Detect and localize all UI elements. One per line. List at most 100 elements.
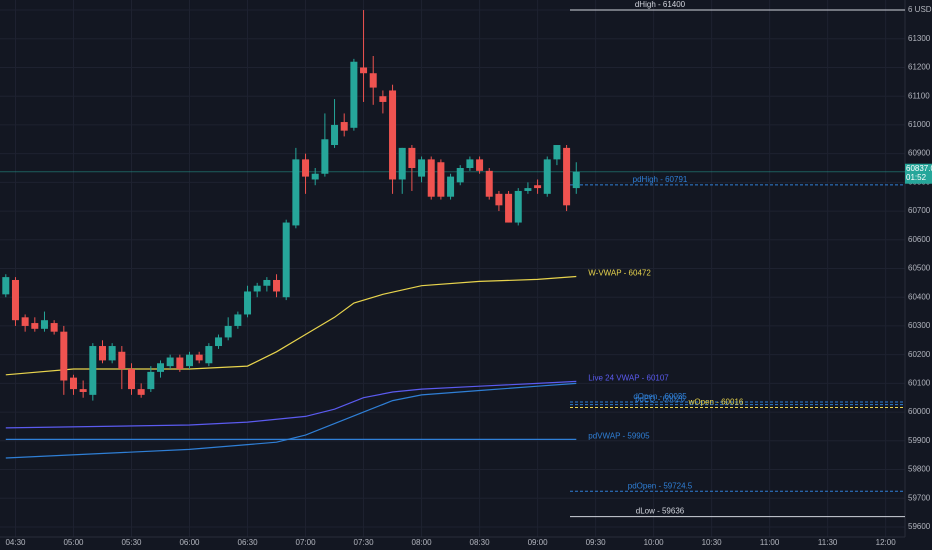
candle-body <box>282 222 290 298</box>
y-tick-label: 59800 <box>908 465 931 474</box>
candle-body <box>205 346 213 364</box>
candle-body <box>273 279 281 292</box>
candle-body <box>524 188 532 191</box>
candle-body <box>98 346 106 361</box>
x-tick-label: 10:00 <box>644 538 665 547</box>
candle-body <box>40 320 48 329</box>
candle-body <box>408 147 416 168</box>
y-tick-label: 59900 <box>908 436 931 445</box>
y-tick-label: 59700 <box>908 493 931 502</box>
candle-body <box>553 145 561 160</box>
x-tick-label: 04:30 <box>5 538 26 547</box>
candle-body <box>215 337 223 347</box>
candle-body <box>186 354 194 367</box>
level-label: dOpen - 60035 <box>633 392 687 401</box>
level-label: wOpen - 60016 <box>688 398 744 407</box>
y-tick-label: 60400 <box>908 292 931 301</box>
candle-body <box>321 139 329 174</box>
candle-body <box>79 389 87 392</box>
candle-body <box>563 147 571 206</box>
x-tick-label: 07:00 <box>296 538 317 547</box>
line-label: W-VWAP - 60472 <box>588 269 651 278</box>
candle-body <box>137 389 145 395</box>
candle-body <box>466 159 474 168</box>
price-tag <box>905 163 932 184</box>
candle-body <box>302 159 310 177</box>
candle-body <box>21 317 29 326</box>
candle-body <box>253 285 261 292</box>
x-tick-label: 11:00 <box>760 538 780 547</box>
candle-body <box>195 354 203 361</box>
y-tick-label: 60300 <box>908 321 931 330</box>
y-tick-label: 60900 <box>908 149 931 158</box>
candle-body <box>244 291 252 315</box>
level-label: pdHigh - 60791 <box>633 175 688 184</box>
y-tick-label: 6 USD <box>908 5 932 14</box>
candle-body <box>50 323 58 332</box>
candle-body <box>234 314 242 326</box>
y-tick-label: 61200 <box>908 63 931 72</box>
candle-body <box>69 377 77 390</box>
price-tag-label: 60837.0 <box>906 164 932 173</box>
candle-body <box>379 96 387 102</box>
y-tick-label: 60500 <box>908 264 931 273</box>
candle-body <box>398 147 406 180</box>
candle-body <box>224 325 232 338</box>
x-tick-label: 09:00 <box>528 538 549 547</box>
y-tick-label: 60000 <box>908 407 931 416</box>
candle-body <box>127 369 135 390</box>
candle-body <box>147 371 155 390</box>
candle-body <box>89 346 97 395</box>
y-tick-label: 59600 <box>908 522 931 531</box>
candle-body <box>166 357 174 367</box>
candle-body <box>427 159 435 197</box>
candle-body <box>31 323 39 329</box>
countdown: 01:52 <box>906 173 927 182</box>
x-tick-label: 06:30 <box>238 538 259 547</box>
candle-body <box>311 173 319 180</box>
x-tick-label: 05:00 <box>63 538 84 547</box>
candle-body <box>2 277 10 295</box>
line-label: Live 24 VWAP - 60107 <box>588 373 669 382</box>
y-tick-label: 60600 <box>908 235 931 244</box>
x-tick-label: 11:30 <box>818 538 838 547</box>
candle-body <box>108 346 116 361</box>
candle-body <box>263 279 271 286</box>
level-label: dHigh - 61400 <box>635 0 686 9</box>
y-tick-label: 61100 <box>908 91 930 100</box>
candle-body <box>437 162 445 197</box>
candle-body <box>340 122 348 131</box>
candle-body <box>447 176 455 197</box>
y-tick-label: 60100 <box>908 378 931 387</box>
line-label: pdVWAP - 59905 <box>588 431 650 440</box>
x-tick-label: 06:00 <box>179 538 200 547</box>
candle-body <box>572 171 580 189</box>
candle-body <box>157 363 165 372</box>
x-tick-label: 08:30 <box>470 538 491 547</box>
candle-body <box>292 159 300 226</box>
candle-body <box>476 159 484 171</box>
candle-body <box>360 67 368 74</box>
candle-body <box>350 61 358 128</box>
candle-body <box>418 159 426 177</box>
candle-body <box>176 357 184 370</box>
candle-body <box>534 185 542 189</box>
candle-body <box>60 331 68 381</box>
x-tick-label: 10:30 <box>702 538 723 547</box>
candle-body <box>331 124 339 146</box>
x-tick-label: 07:30 <box>354 538 375 547</box>
y-tick-label: 61000 <box>908 120 931 129</box>
candle-body <box>514 190 522 223</box>
candle-body <box>118 351 126 370</box>
x-tick-label: 12:00 <box>876 538 897 547</box>
candle-body <box>389 90 397 180</box>
candle-body <box>456 167 464 183</box>
x-tick-label: 05:30 <box>121 538 142 547</box>
overlay-line <box>5 382 577 459</box>
level-label: dLow - 59636 <box>636 507 685 516</box>
level-label: pdOpen - 59724.5 <box>628 481 693 490</box>
x-tick-label: 09:30 <box>586 538 607 547</box>
candle-body <box>505 193 513 223</box>
